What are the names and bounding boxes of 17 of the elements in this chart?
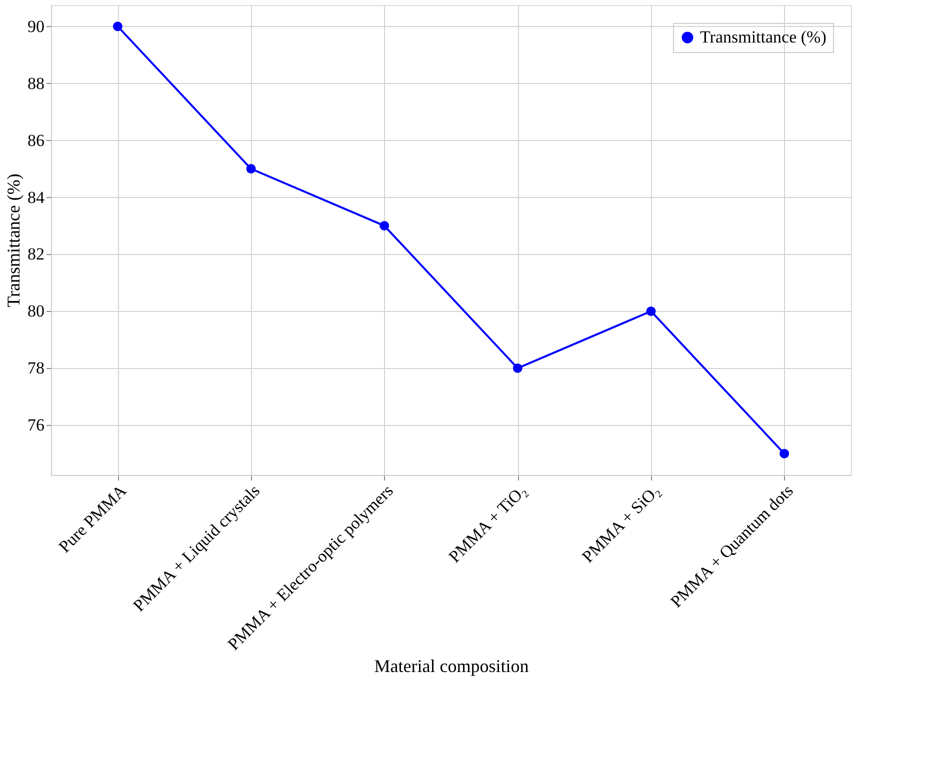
legend-label: Transmittance (%) <box>700 28 826 46</box>
y-tick-label: 80 <box>28 302 44 321</box>
y-tick-label: 86 <box>28 130 44 150</box>
y-tick-label: 90 <box>28 16 44 36</box>
y-tick-label: 84 <box>28 188 45 207</box>
y-tick-label: 76 <box>28 416 44 435</box>
y-axis-title: Transmittance (%) <box>4 174 24 308</box>
y-tick-label: 78 <box>28 358 44 378</box>
point <box>512 363 522 373</box>
point <box>246 164 256 174</box>
x-axis-title: Material composition <box>374 656 529 676</box>
point <box>380 221 390 230</box>
y-tick-label: 88 <box>28 74 44 93</box>
y-tick-label: 82 <box>28 244 44 264</box>
point <box>780 448 790 458</box>
point <box>112 22 122 32</box>
point <box>646 306 656 316</box>
